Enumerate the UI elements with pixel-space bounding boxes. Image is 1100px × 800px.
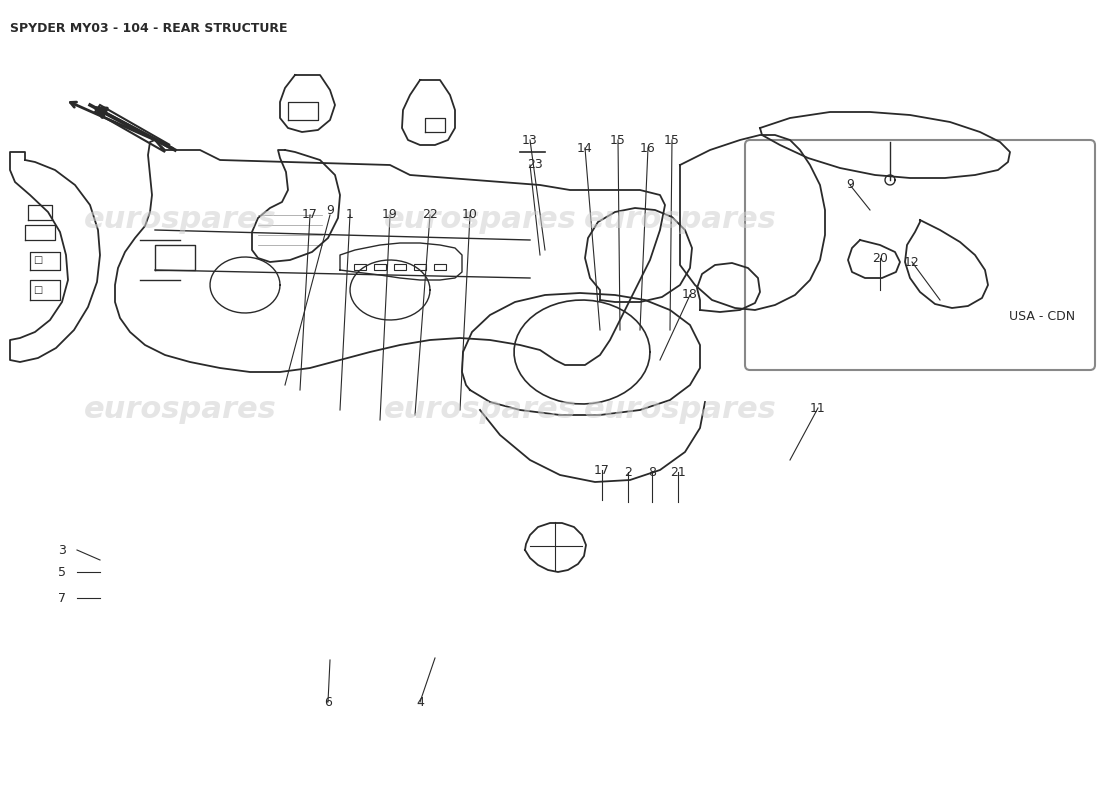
Text: 23: 23: [527, 158, 543, 171]
Bar: [414, 264, 426, 270]
Bar: [394, 264, 406, 270]
Text: 16: 16: [640, 142, 656, 154]
Text: 9: 9: [846, 178, 854, 191]
Text: 17: 17: [302, 209, 318, 222]
Text: eurospares: eurospares: [84, 395, 276, 425]
Text: 17: 17: [594, 463, 609, 477]
Text: 2: 2: [624, 466, 631, 478]
Text: USA - CDN: USA - CDN: [1009, 310, 1075, 323]
Text: 8: 8: [648, 466, 656, 478]
Text: 1: 1: [346, 209, 354, 222]
Text: 20: 20: [872, 251, 888, 265]
Text: 15: 15: [664, 134, 680, 146]
Text: □: □: [33, 285, 43, 295]
Text: 22: 22: [422, 209, 438, 222]
Text: □: □: [33, 255, 43, 265]
Text: 13: 13: [522, 134, 538, 146]
Text: 9: 9: [326, 203, 334, 217]
Text: 10: 10: [462, 209, 477, 222]
Text: eurospares: eurospares: [584, 206, 777, 234]
Text: SPYDER MY03 - 104 - REAR STRUCTURE: SPYDER MY03 - 104 - REAR STRUCTURE: [10, 22, 287, 35]
Text: 3: 3: [58, 543, 66, 557]
Text: 4: 4: [416, 695, 424, 709]
Bar: [434, 264, 446, 270]
Text: 14: 14: [578, 142, 593, 154]
Text: 15: 15: [610, 134, 626, 146]
Text: eurospares: eurospares: [584, 395, 777, 425]
Text: 18: 18: [682, 289, 697, 302]
Text: 19: 19: [382, 209, 398, 222]
Bar: [374, 264, 386, 270]
Text: 7: 7: [58, 591, 66, 605]
Text: 5: 5: [58, 566, 66, 578]
Text: 11: 11: [810, 402, 826, 414]
Text: 21: 21: [670, 466, 686, 478]
Bar: [354, 264, 366, 270]
Text: eurospares: eurospares: [384, 206, 576, 234]
Text: 12: 12: [904, 255, 920, 269]
Text: eurospares: eurospares: [384, 395, 576, 425]
Text: eurospares: eurospares: [84, 206, 276, 234]
Text: 6: 6: [324, 695, 332, 709]
